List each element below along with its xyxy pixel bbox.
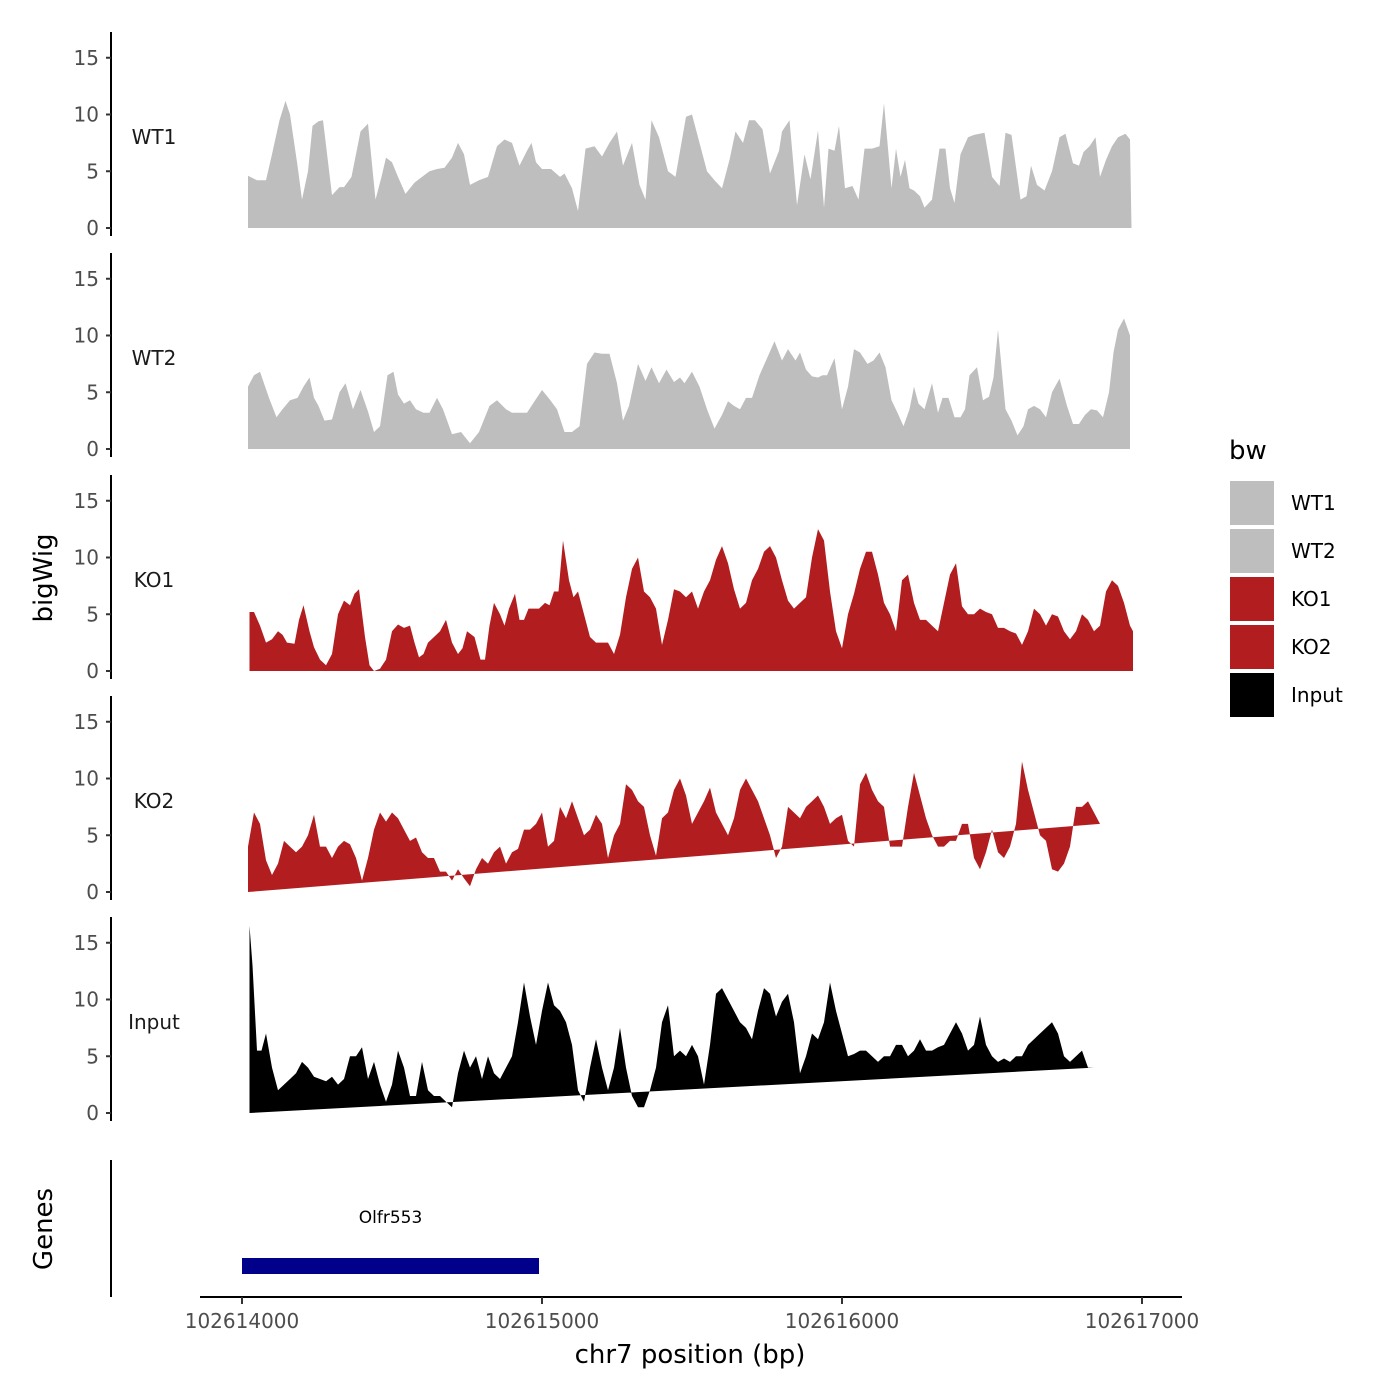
legend-swatch — [1228, 671, 1276, 719]
track-wt2: 0 5 10 15 WT2 — [74, 253, 1130, 461]
genes-panel: Olfr553 — [110, 1160, 1182, 1298]
legend-swatch — [1228, 623, 1276, 671]
track-area — [248, 318, 1130, 449]
y-tick-label: 10 — [74, 103, 99, 127]
legend-label: WT2 — [1291, 539, 1336, 563]
y-tick-label: 10 — [74, 988, 99, 1012]
y-tick-label: 15 — [74, 489, 99, 513]
y-tick-label: 5 — [86, 1044, 99, 1068]
legend-item-ko2: KO2 — [1228, 623, 1332, 671]
y-tick-label: 0 — [86, 437, 99, 461]
y-tick-label: 10 — [74, 546, 99, 570]
y-tick-label: 5 — [86, 159, 99, 183]
x-axis-ticks: 102614000 102615000 102616000 102617000 — [185, 1297, 1200, 1333]
y-tick-label: 0 — [86, 1101, 99, 1125]
legend-label: KO2 — [1291, 635, 1332, 659]
track-wt1: 0 5 10 15 WT1 — [74, 32, 1132, 240]
legend-label: WT1 — [1291, 491, 1336, 515]
y-tick-label: 0 — [86, 216, 99, 240]
legend-swatch — [1228, 527, 1276, 575]
y-tick-label: 15 — [74, 267, 99, 291]
x-tick-label: 102615000 — [485, 1309, 600, 1333]
track-input: 0 5 10 15 Input — [74, 917, 1094, 1125]
genes-axis-title: Genes — [29, 1188, 59, 1270]
legend: bw WT1 WT2 KO1 KO2 Input — [1228, 436, 1343, 719]
track-label: WT1 — [132, 125, 177, 149]
legend-item-wt2: WT2 — [1228, 527, 1336, 575]
legend-item-wt1: WT1 — [1228, 479, 1336, 527]
track-label: WT2 — [132, 346, 177, 370]
tracks-panel: 0 5 10 15 WT1 0 5 10 15 WT2 0 5 10 15 KO1 0 5 10 15 KO2 0 5 10… — [74, 32, 1133, 1125]
legend-title: bw — [1229, 436, 1267, 466]
y-tick-label: 15 — [74, 710, 99, 734]
track-ko2: 0 5 10 15 KO2 — [74, 696, 1100, 904]
legend-swatch — [1228, 575, 1276, 623]
y-tick-label: 5 — [86, 602, 99, 626]
x-tick-label: 102617000 — [1085, 1309, 1200, 1333]
legend-item-ko1: KO1 — [1228, 575, 1332, 623]
x-axis-title: chr7 position (bp) — [575, 1340, 806, 1370]
gene-olfr553: Olfr553 — [242, 1208, 539, 1274]
y-tick-label: 5 — [86, 380, 99, 404]
track-area — [248, 761, 1100, 892]
legend-label: Input — [1291, 683, 1343, 707]
y-tick-label: 10 — [74, 767, 99, 791]
track-ko1: 0 5 10 15 KO1 — [74, 475, 1133, 683]
track-area — [248, 100, 1132, 228]
legend-label: KO1 — [1291, 587, 1332, 611]
y-tick-label: 15 — [74, 46, 99, 70]
track-area — [249, 529, 1133, 671]
track-label: KO1 — [134, 568, 175, 592]
gene-body — [242, 1258, 539, 1274]
gene-label: Olfr553 — [359, 1208, 423, 1228]
y-tick-label: 15 — [74, 931, 99, 955]
legend-item-input: Input — [1228, 671, 1343, 719]
x-tick-label: 102614000 — [185, 1309, 300, 1333]
y-tick-label: 0 — [86, 659, 99, 683]
y-tick-label: 10 — [74, 324, 99, 348]
track-area — [249, 925, 1094, 1113]
legend-swatch — [1228, 479, 1276, 527]
track-label: KO2 — [134, 789, 175, 813]
y-axis-title: bigWig — [29, 533, 59, 622]
y-tick-label: 5 — [86, 823, 99, 847]
y-tick-label: 0 — [86, 880, 99, 904]
track-label: Input — [128, 1010, 180, 1034]
x-tick-label: 102616000 — [785, 1309, 900, 1333]
